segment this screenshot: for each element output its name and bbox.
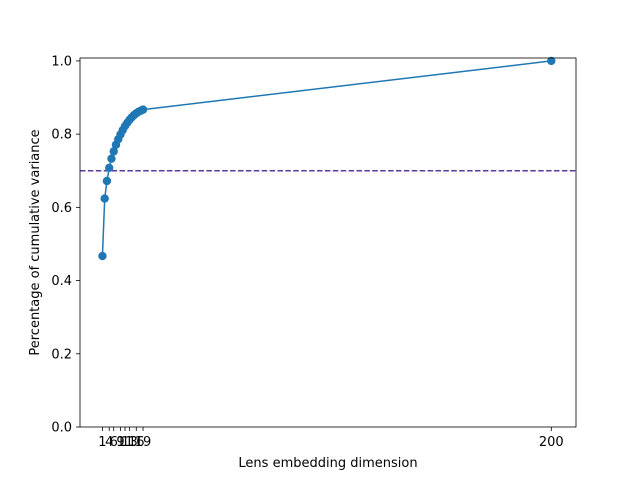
y-tick-label: 0.0: [51, 421, 72, 436]
data-point: [107, 154, 116, 163]
y-tick-label: 0.4: [51, 274, 72, 289]
y-axis-label: Percentage of cumulative variance: [28, 129, 43, 355]
axes-spines: [79, 57, 577, 428]
y-tick-label: 0.8: [51, 128, 72, 143]
data-point: [109, 147, 118, 156]
axes-frame: [79, 57, 577, 428]
x-tick-label: 16: [128, 435, 145, 450]
x-axis-label: Lens embedding dimension: [238, 456, 417, 471]
y-tick-label: 1.0: [51, 54, 72, 69]
x-tick-label: 13: [121, 435, 138, 450]
series-layer: [98, 56, 556, 261]
y-tick-label: 0.6: [51, 201, 72, 216]
data-point: [102, 176, 112, 186]
x-tick-label: 9: [116, 435, 124, 450]
data-point: [138, 105, 148, 114]
y-axis: 0.0 0.2 0.4 0.6 0.8 1.0: [51, 54, 80, 436]
y-tick-label: 0.2: [51, 347, 72, 362]
data-point: [100, 194, 109, 203]
x-tick-label: 11: [117, 435, 134, 450]
x-tick-label: 19: [135, 435, 152, 450]
data-point: [98, 251, 107, 261]
data-point: [105, 163, 114, 173]
x-tick-label: 1: [98, 435, 106, 450]
x-tick-label: 200: [539, 435, 564, 450]
x-tick-label: 6: [110, 435, 118, 450]
data-point: [547, 56, 556, 66]
x-tick-label: 4: [105, 435, 113, 450]
